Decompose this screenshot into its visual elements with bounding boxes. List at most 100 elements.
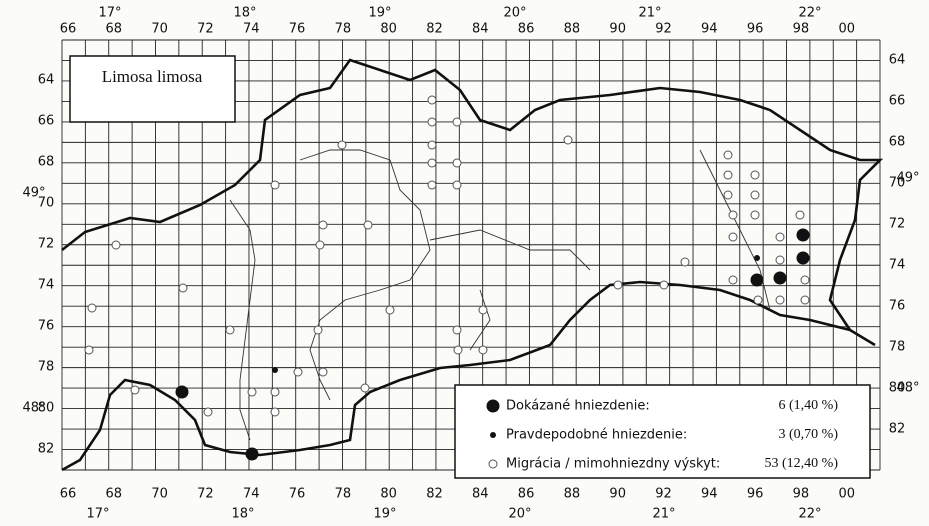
column-label: 98 xyxy=(793,22,810,37)
column-label: 68 xyxy=(106,487,123,502)
migration-record xyxy=(728,210,738,220)
title: Limosa limosa xyxy=(102,67,203,86)
migration-record xyxy=(728,275,738,285)
longitude-label: 21° xyxy=(652,507,675,522)
breeding-record xyxy=(175,385,189,399)
column-label: 92 xyxy=(655,22,672,37)
migration-record xyxy=(111,240,121,250)
column-label: 76 xyxy=(289,22,306,37)
row-label: 80 xyxy=(38,401,55,416)
legend-label: Dokázané hniezdenie: xyxy=(506,399,650,414)
legend-symbol xyxy=(490,432,496,438)
legend-label: Pravdepodobné hniezdenie: xyxy=(506,428,687,443)
migration-record xyxy=(363,220,373,230)
column-label: 94 xyxy=(701,487,718,502)
column-label: 90 xyxy=(609,487,626,502)
breeding-record xyxy=(796,251,810,265)
probable-record xyxy=(272,367,278,373)
row-label: 76 xyxy=(889,299,906,314)
migration-record xyxy=(427,117,437,127)
legend-count: 6 (1,40 %) xyxy=(779,398,839,413)
migration-record xyxy=(427,95,437,105)
migration-record xyxy=(750,170,760,180)
row-label: 82 xyxy=(889,422,906,437)
migration-record xyxy=(427,140,437,150)
migration-record xyxy=(452,325,462,335)
column-label: 86 xyxy=(518,22,535,37)
row-label: 70 xyxy=(38,196,55,211)
longitude-label: 22° xyxy=(798,6,821,21)
column-label: 84 xyxy=(472,22,489,37)
migration-record xyxy=(563,135,573,145)
row-label: 66 xyxy=(889,94,906,109)
column-label: 96 xyxy=(747,487,764,502)
longitude-label: 18° xyxy=(231,507,254,522)
migration-record xyxy=(775,232,785,242)
migration-record xyxy=(337,140,347,150)
migration-record xyxy=(800,295,810,305)
migration-record xyxy=(385,305,395,315)
labels: 66 66 68 68 70 70 72 72 74 74 76 76 78 78 80 80 82 82 84 84… xyxy=(22,6,919,522)
legend-count: 53 (12,40 %) xyxy=(765,456,839,471)
records xyxy=(84,95,810,461)
row-label: 72 xyxy=(38,237,55,252)
breeding-record xyxy=(750,273,764,287)
column-label: 66 xyxy=(60,22,77,37)
migration-record xyxy=(723,170,733,180)
migration-record xyxy=(723,150,733,160)
legend-symbol xyxy=(486,399,500,413)
legend-label: Migrácia / mimohniezdny výskyt: xyxy=(506,457,720,472)
latitude-label: 49° xyxy=(896,171,919,186)
longitude-label: 22° xyxy=(798,507,821,522)
probable-record xyxy=(754,255,760,261)
column-label: 74 xyxy=(243,487,260,502)
migration-record xyxy=(178,283,188,293)
country-border xyxy=(61,58,884,472)
migration-record xyxy=(87,303,97,313)
migration-record xyxy=(750,190,760,200)
migration-record xyxy=(478,305,488,315)
longitude-label: 21° xyxy=(638,6,661,21)
migration-record xyxy=(225,325,235,335)
column-label: 00 xyxy=(838,22,855,37)
longitude-label: 18° xyxy=(233,6,256,21)
longitude-label: 20° xyxy=(508,507,531,522)
column-label: 82 xyxy=(426,22,443,37)
column-label: 78 xyxy=(335,22,352,37)
column-label: 66 xyxy=(60,487,77,502)
row-label: 78 xyxy=(889,340,906,355)
longitude-label: 20° xyxy=(503,6,526,21)
latitude-label: 49° xyxy=(22,186,45,201)
row-label: 66 xyxy=(38,114,55,129)
row-label: 64 xyxy=(38,73,55,88)
river xyxy=(229,149,771,441)
migration-record xyxy=(270,407,280,417)
row-label: 74 xyxy=(38,278,55,293)
row-label: 82 xyxy=(38,442,55,457)
column-label: 88 xyxy=(564,22,581,37)
row-label: 78 xyxy=(38,360,55,375)
migration-record xyxy=(723,190,733,200)
migration-record xyxy=(360,383,370,393)
column-label: 70 xyxy=(151,487,168,502)
longitude-label: 19° xyxy=(373,507,396,522)
column-label: 70 xyxy=(151,22,168,37)
migration-record xyxy=(270,387,280,397)
row-label: 74 xyxy=(889,258,906,273)
longitude-label: 19° xyxy=(368,6,391,21)
migration-record xyxy=(775,255,785,265)
column-label: 00 xyxy=(838,487,855,502)
longitude-label: 17° xyxy=(98,6,121,21)
migration-record xyxy=(613,280,623,290)
legend xyxy=(454,384,871,479)
latitude-label: 48° xyxy=(896,381,919,396)
row-label: 72 xyxy=(889,217,906,232)
migration-record xyxy=(270,180,280,190)
column-label: 76 xyxy=(289,487,306,502)
migration-record xyxy=(453,345,463,355)
row-label: 64 xyxy=(889,53,906,68)
migration-record xyxy=(427,180,437,190)
longitude-label: 17° xyxy=(86,507,109,522)
title-box xyxy=(69,55,236,123)
row-label: 68 xyxy=(889,135,906,150)
